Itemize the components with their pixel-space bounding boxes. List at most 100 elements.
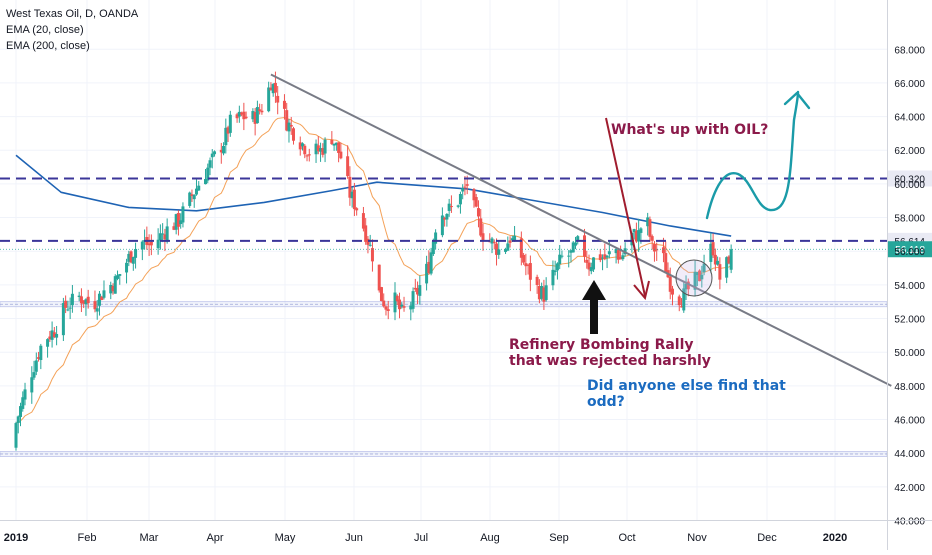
candle-body <box>303 146 306 155</box>
candle-body <box>17 416 20 423</box>
candle-body <box>583 235 586 256</box>
y-tick-label: 60.000 <box>894 180 925 191</box>
red-arrow-shaft <box>606 118 645 296</box>
candle-body <box>536 277 539 285</box>
candle-body <box>522 255 525 263</box>
candle-body <box>651 236 654 241</box>
support-band <box>0 451 887 456</box>
candle-body <box>463 187 466 188</box>
candle-body <box>181 206 184 222</box>
candle-body <box>479 218 482 235</box>
candle-body <box>55 334 58 338</box>
x-tick-label: Apr <box>206 532 223 544</box>
candle-body <box>567 256 570 257</box>
y-tick-label: 44.000 <box>894 449 925 460</box>
candle-body <box>258 109 261 111</box>
y-tick-label: 50.000 <box>894 348 925 359</box>
candle-body <box>445 214 448 220</box>
x-tick-label: Feb <box>78 532 97 544</box>
candle-body <box>384 306 387 309</box>
candle-body <box>430 252 433 273</box>
legend-ema20[interactable]: EMA (20, close) <box>6 22 138 38</box>
chart-legend: West Texas Oil, D, OANDA EMA (20, close)… <box>6 6 138 54</box>
candle-body <box>545 285 548 300</box>
candle-body <box>274 83 277 93</box>
teal-projection-path <box>707 92 798 218</box>
candle-body <box>493 242 496 243</box>
candle-body <box>477 208 480 216</box>
candle-body <box>276 96 279 103</box>
annotation-refinery-line2: that was rejected harshly <box>509 353 711 369</box>
candle-body <box>24 389 27 399</box>
y-tick-label: 56.000 <box>894 247 925 258</box>
candle-body <box>161 234 164 235</box>
candle-body <box>678 296 681 305</box>
x-tick-label: Jul <box>414 532 428 544</box>
candle-body <box>664 253 667 273</box>
candle-body <box>506 243 509 250</box>
candle-body <box>102 290 105 297</box>
candle-body <box>648 219 651 237</box>
candle-body <box>209 160 212 167</box>
candle-body <box>403 306 406 308</box>
candle-body <box>355 208 358 210</box>
candle-body <box>556 263 559 270</box>
candle-body <box>87 297 90 303</box>
candle-body <box>132 257 135 264</box>
x-tick-label: Mar <box>140 532 159 544</box>
legend-ema200[interactable]: EMA (200, close) <box>6 38 138 54</box>
x-tick-label: Sep <box>549 532 569 544</box>
candle-body <box>394 293 397 313</box>
x-tick-label: Nov <box>687 532 707 544</box>
y-tick-label: 64.000 <box>894 113 925 124</box>
y-tick-label: 66.000 <box>894 79 925 90</box>
candle-body <box>380 287 383 301</box>
candle-body <box>554 271 557 272</box>
candle-body <box>260 111 263 113</box>
candle-body <box>398 300 401 310</box>
highlight-circle <box>676 260 712 296</box>
candle-body <box>69 308 72 309</box>
candle-body <box>585 260 588 263</box>
candle-body <box>353 190 356 209</box>
candle-body <box>39 346 42 360</box>
candle-body <box>671 289 674 295</box>
candle-body <box>450 206 453 207</box>
x-tick-label: Aug <box>480 532 500 544</box>
candle-body <box>718 264 721 280</box>
candle-body <box>497 249 500 254</box>
candle-body <box>475 197 478 207</box>
candle-body <box>283 101 286 109</box>
annotation-question: What's up with OIL? <box>611 122 768 138</box>
candle-body <box>529 263 532 280</box>
candle-body <box>371 248 374 261</box>
candle-body <box>330 140 333 144</box>
candle-body <box>287 123 290 132</box>
x-tick-label: 2020 <box>823 532 847 544</box>
candle-body <box>339 152 342 159</box>
candle-body <box>290 125 293 127</box>
candle-body <box>66 309 69 310</box>
candle-body <box>434 232 437 243</box>
candle-body <box>560 256 563 257</box>
y-tick-label: 46.000 <box>894 416 925 427</box>
candle-body <box>346 156 349 176</box>
candle-body <box>245 117 248 118</box>
candle-body <box>35 360 38 371</box>
candle-body <box>382 301 385 307</box>
candle-body <box>466 184 469 186</box>
candle-body <box>387 309 390 311</box>
candle-body <box>621 255 624 259</box>
y-tick-label: 52.000 <box>894 315 925 326</box>
annotation-odd-line2: odd? <box>587 394 786 410</box>
black-arrow-head <box>582 280 606 300</box>
candle-body <box>418 285 421 296</box>
y-tick-label: 54.000 <box>894 281 925 292</box>
candle-body <box>177 213 180 227</box>
candle-body <box>712 242 715 255</box>
candle-body <box>292 128 295 140</box>
y-tick-label: 40.000 <box>894 517 925 528</box>
candle-body <box>157 240 160 248</box>
